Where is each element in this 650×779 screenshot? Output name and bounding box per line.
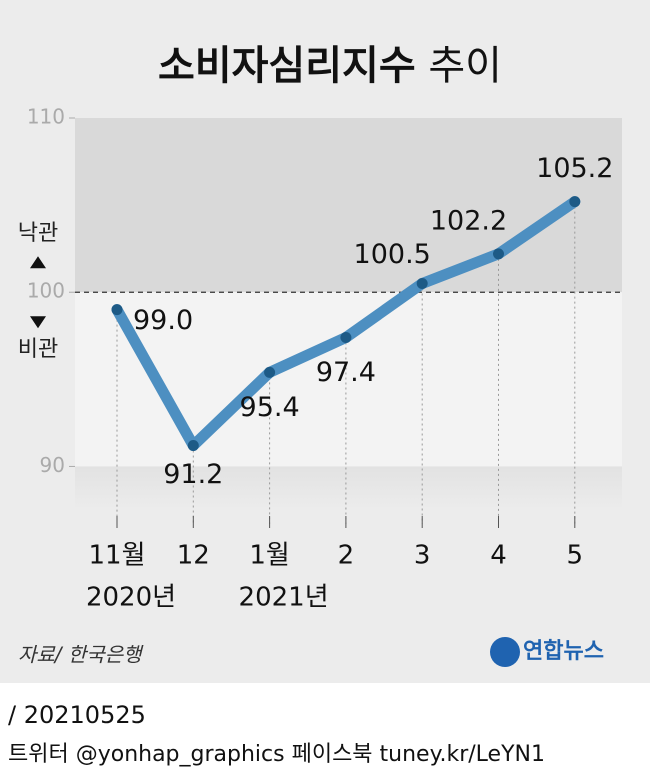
logo: 연합뉴스 — [523, 638, 604, 664]
annotation-above: 낙관 — [18, 221, 58, 246]
x-tick-label: 3 — [414, 541, 431, 571]
y-tick-label: 110 — [27, 105, 65, 129]
point — [416, 278, 428, 290]
point — [264, 366, 276, 378]
value-label: 95.4 — [240, 392, 300, 423]
x-tick-label: 1월 — [249, 541, 289, 571]
band-lower — [75, 466, 622, 510]
logo-icon — [490, 637, 520, 667]
y-tick-label: 100 — [27, 279, 65, 303]
value-label: 100.5 — [354, 239, 431, 270]
value-label: 102.2 — [430, 205, 507, 236]
date: / 20210525 — [8, 701, 146, 729]
value-label: 105.2 — [536, 153, 613, 184]
chart-title: 소비자심리지수 추이 — [158, 43, 502, 89]
x-tick-label: 11월 — [88, 541, 145, 571]
source: 자료/ 한국은행 — [18, 643, 144, 667]
x-sublabel: 2020년 — [86, 583, 176, 613]
point — [340, 332, 352, 344]
point — [569, 196, 581, 208]
y-tick-label: 90 — [40, 453, 65, 477]
x-tick-label: 2 — [338, 541, 355, 571]
point — [111, 304, 123, 316]
point — [493, 248, 504, 260]
point — [187, 440, 199, 452]
arrow-down — [30, 316, 46, 329]
value-label: 91.2 — [163, 459, 223, 490]
band-middle — [75, 292, 622, 467]
value-label: 97.4 — [316, 357, 376, 388]
x-sublabel: 2021년 — [239, 583, 329, 613]
x-tick-label: 5 — [567, 541, 584, 571]
band-upper — [75, 118, 622, 293]
footer: 트위터 @yonhap_graphics 페이스북 tuney.kr/LeYN1 — [8, 742, 545, 767]
value-label: 99.0 — [133, 305, 193, 336]
arrow-up — [30, 256, 46, 269]
x-tick-label: 4 — [490, 541, 507, 571]
annotation-below: 비관 — [18, 337, 58, 362]
x-tick-label: 12 — [177, 541, 210, 571]
